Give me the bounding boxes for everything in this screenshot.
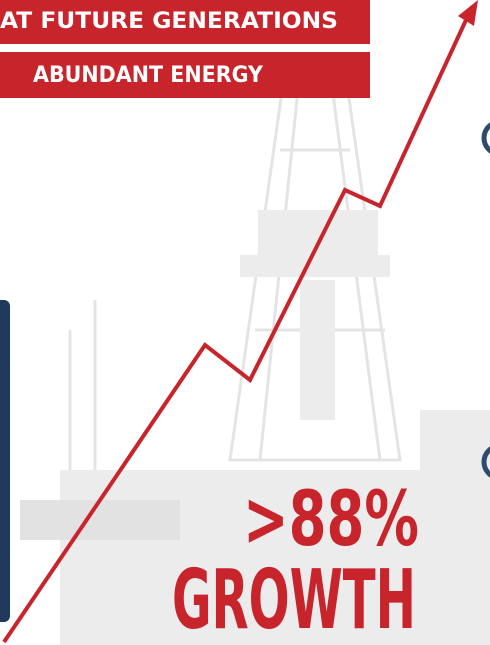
page: AT FUTURE GENERATIONS ABUNDANT ENERGY >8… bbox=[0, 0, 490, 645]
banner-text: AT FUTURE GENERATIONS bbox=[0, 9, 338, 34]
stat-label: GROWTH bbox=[172, 553, 416, 645]
right-circle bbox=[484, 122, 490, 154]
side-bar bbox=[0, 300, 10, 622]
arrow-head bbox=[458, 0, 478, 26]
stat-value: >88% bbox=[243, 474, 419, 563]
infographic: AT FUTURE GENERATIONS ABUNDANT ENERGY >8… bbox=[0, 0, 490, 645]
banner-text: ABUNDANT ENERGY bbox=[33, 63, 264, 88]
